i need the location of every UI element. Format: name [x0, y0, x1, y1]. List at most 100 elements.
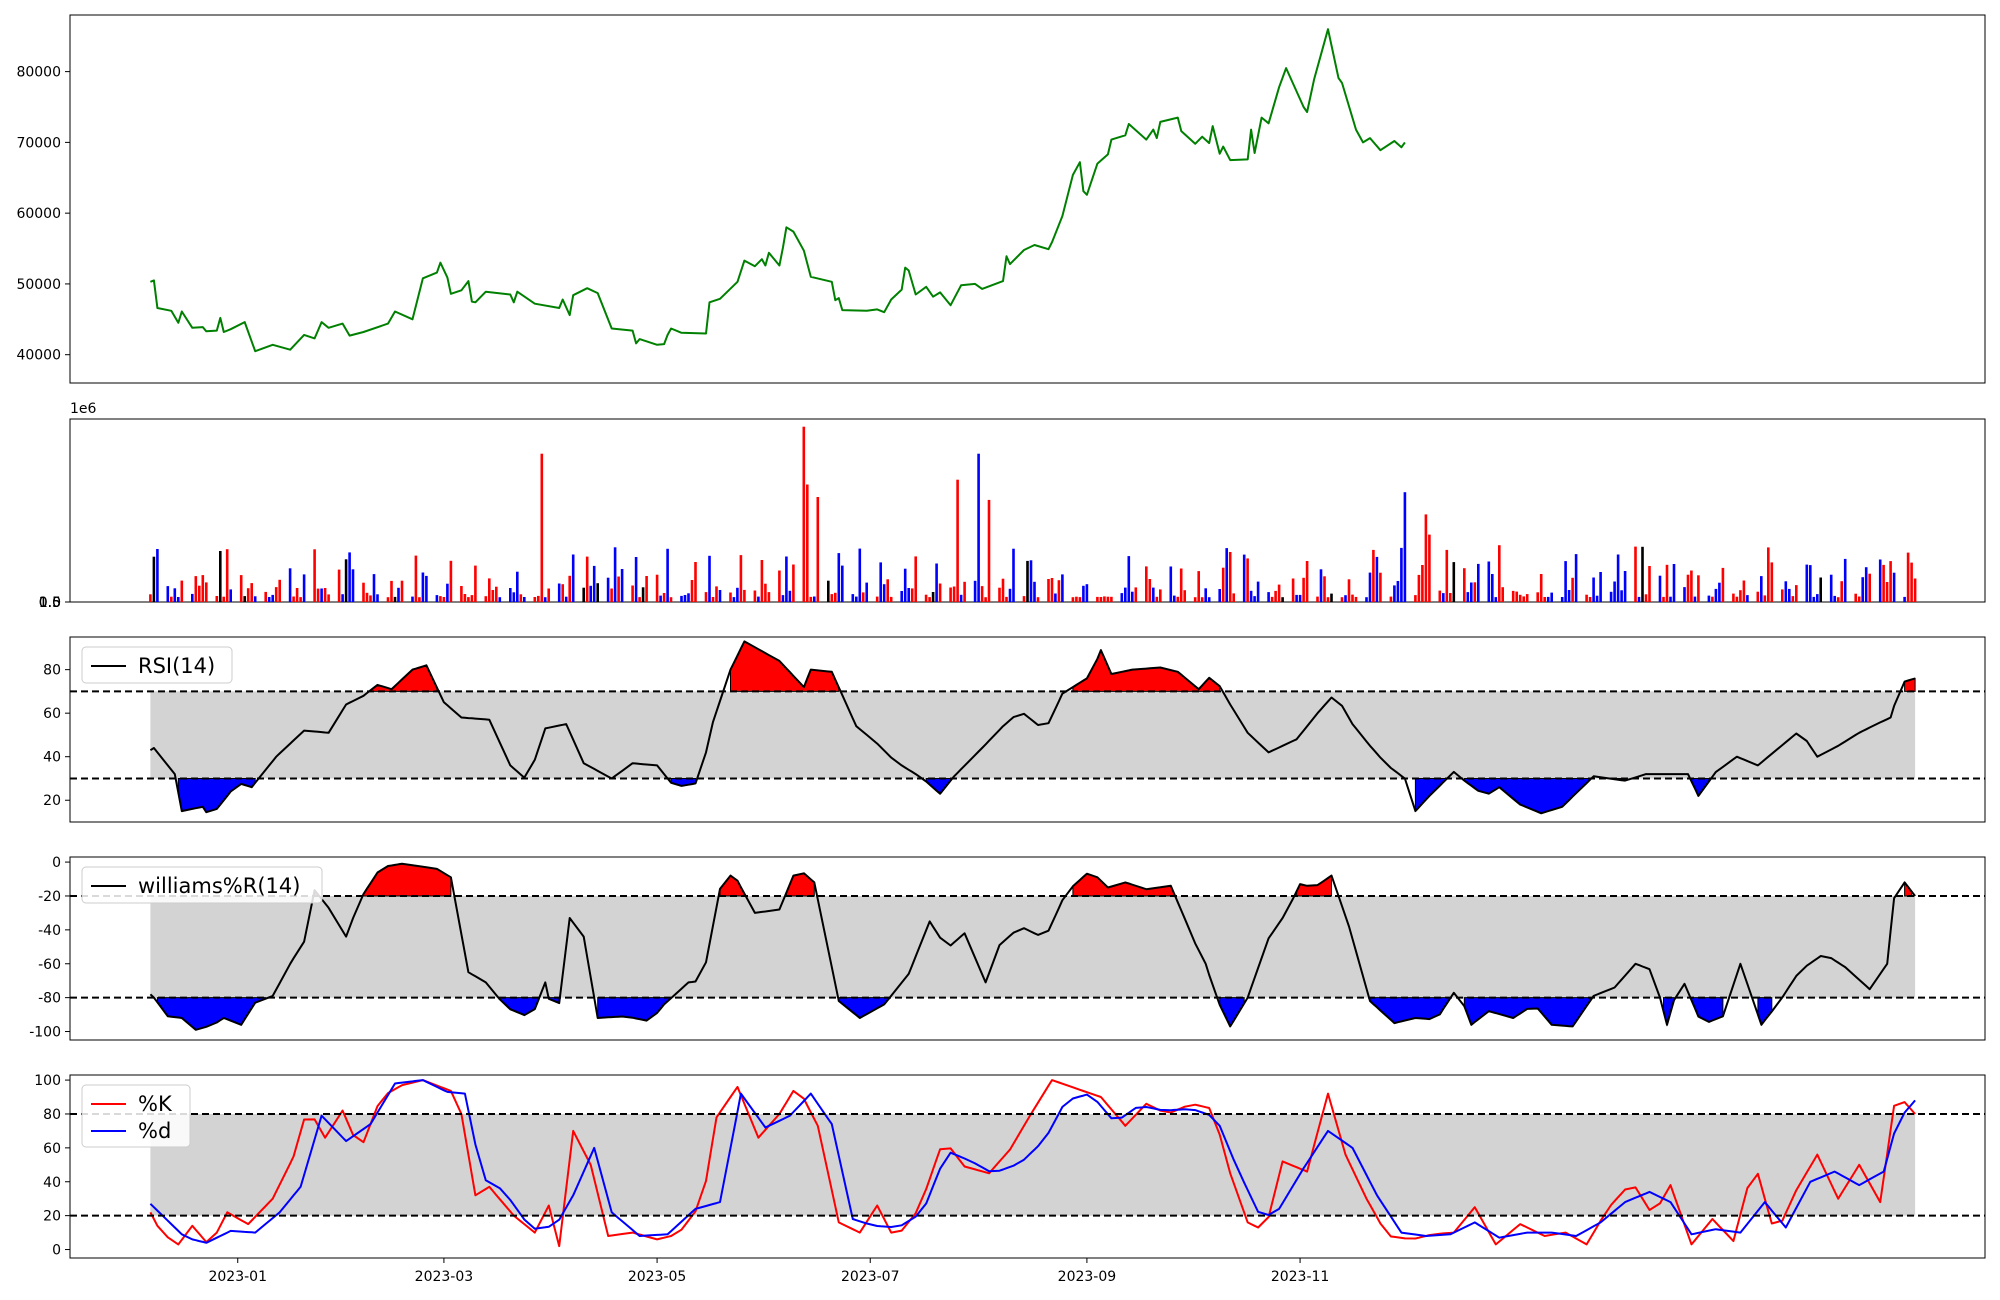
volume-bar — [617, 576, 620, 602]
volume-bar — [1071, 597, 1075, 602]
volume-bar — [743, 589, 746, 602]
volume-bar — [1442, 593, 1445, 602]
price-ytick-label: 40000 — [16, 348, 61, 364]
volume-bar — [1550, 592, 1553, 602]
volume-bar — [977, 453, 980, 602]
volume-bar — [341, 594, 344, 602]
volume-bar — [1836, 597, 1840, 602]
volume-bar — [792, 564, 795, 602]
volume-bar — [365, 592, 369, 602]
volume-bar — [1270, 596, 1274, 602]
volume-bar — [910, 588, 914, 602]
volume-bar — [488, 578, 491, 602]
volume-bar — [1648, 566, 1651, 602]
volume-bar — [592, 565, 596, 602]
volume-bar — [1857, 596, 1861, 602]
volume-bar — [1298, 594, 1302, 602]
volume-bar — [1742, 580, 1746, 602]
volume-bar — [180, 580, 184, 602]
volume-bar — [1179, 568, 1183, 602]
volume-bar — [568, 575, 571, 602]
volume-bar — [1295, 594, 1298, 602]
volume-bar — [1347, 579, 1351, 602]
volume-bar — [851, 594, 855, 602]
volume-bar — [278, 579, 281, 602]
volume-bar — [837, 553, 841, 602]
volume-bar — [411, 596, 414, 602]
rsi-legend — [81, 646, 233, 684]
volume-bar — [589, 585, 592, 602]
volume-bar — [1697, 575, 1700, 602]
volume-bar — [963, 581, 966, 602]
volume-bar — [229, 589, 232, 602]
volume-bar — [414, 555, 418, 602]
volume-bar — [288, 568, 292, 602]
volume-bar — [1379, 572, 1382, 602]
volume-bar — [1131, 591, 1134, 602]
volume-bar — [1326, 597, 1330, 602]
volume-bar — [316, 588, 320, 602]
williams-r-panel — [69, 856, 1986, 1041]
volume-bar — [1623, 571, 1627, 602]
volume-bar — [931, 592, 935, 602]
volume-bar — [474, 565, 477, 602]
volume-ytick-label: 1.0 — [39, 595, 61, 611]
volume-bar — [156, 549, 159, 602]
volume-bar — [344, 559, 348, 602]
volume-bar — [1543, 597, 1546, 602]
volume-bar — [1760, 576, 1763, 602]
volume-bar — [1323, 576, 1326, 602]
volume-bar — [1812, 596, 1816, 602]
volume-bar — [557, 583, 561, 602]
volume-bar — [634, 557, 638, 602]
volume-bar — [292, 596, 295, 602]
volume-bar — [938, 583, 942, 602]
volume-bar — [239, 575, 243, 602]
volume-bar — [1281, 597, 1284, 602]
volume-bar — [1644, 594, 1648, 602]
stochastic-ytick-label: 80 — [43, 1107, 61, 1123]
volume-bar — [984, 597, 987, 602]
volume-bar — [1595, 595, 1599, 602]
volume-bar — [393, 596, 397, 602]
volume-bar — [1683, 587, 1686, 602]
volume-bar — [1658, 575, 1662, 602]
volume-bar — [1176, 596, 1180, 602]
volume-bar — [299, 597, 302, 602]
volume-bar — [802, 426, 806, 602]
volume-bar — [1110, 596, 1113, 602]
williams-r-ytick-label: -20 — [38, 889, 61, 905]
volume-bar — [1913, 578, 1917, 602]
volume-bar — [1204, 588, 1207, 602]
volume-bar — [816, 497, 820, 602]
volume-bar — [806, 484, 809, 602]
volume-bar — [1878, 559, 1882, 602]
volume-bar — [1560, 597, 1564, 602]
volume-bar — [1274, 590, 1277, 602]
volume-bar — [1253, 596, 1256, 602]
volume-bar — [1277, 584, 1281, 602]
volume-bar — [1711, 596, 1714, 602]
volume-bar — [620, 569, 624, 602]
volume-bar — [1686, 574, 1690, 602]
volume-bar — [638, 597, 641, 602]
volume-bar — [1403, 492, 1407, 602]
volume-bar — [1498, 545, 1501, 602]
volume-bar — [1368, 572, 1372, 602]
volume-bar — [446, 583, 449, 602]
volume-bar — [1173, 595, 1176, 602]
volume-bar — [1047, 579, 1050, 602]
volume-bar — [1228, 552, 1232, 602]
volume-bar — [1449, 593, 1452, 602]
volume-bar — [397, 587, 400, 602]
volume-bar — [149, 594, 152, 602]
volume-bar — [1669, 596, 1672, 602]
volume-bar — [739, 555, 743, 602]
stochastic-legend-label: %d — [138, 1119, 171, 1143]
rsi-ytick-label: 40 — [43, 750, 61, 766]
volume-bar — [327, 594, 330, 602]
stochastic-ytick-label: 60 — [43, 1141, 61, 1157]
price-panel — [69, 14, 1986, 384]
volume-bar — [1609, 591, 1613, 602]
volume-bar — [170, 596, 173, 602]
